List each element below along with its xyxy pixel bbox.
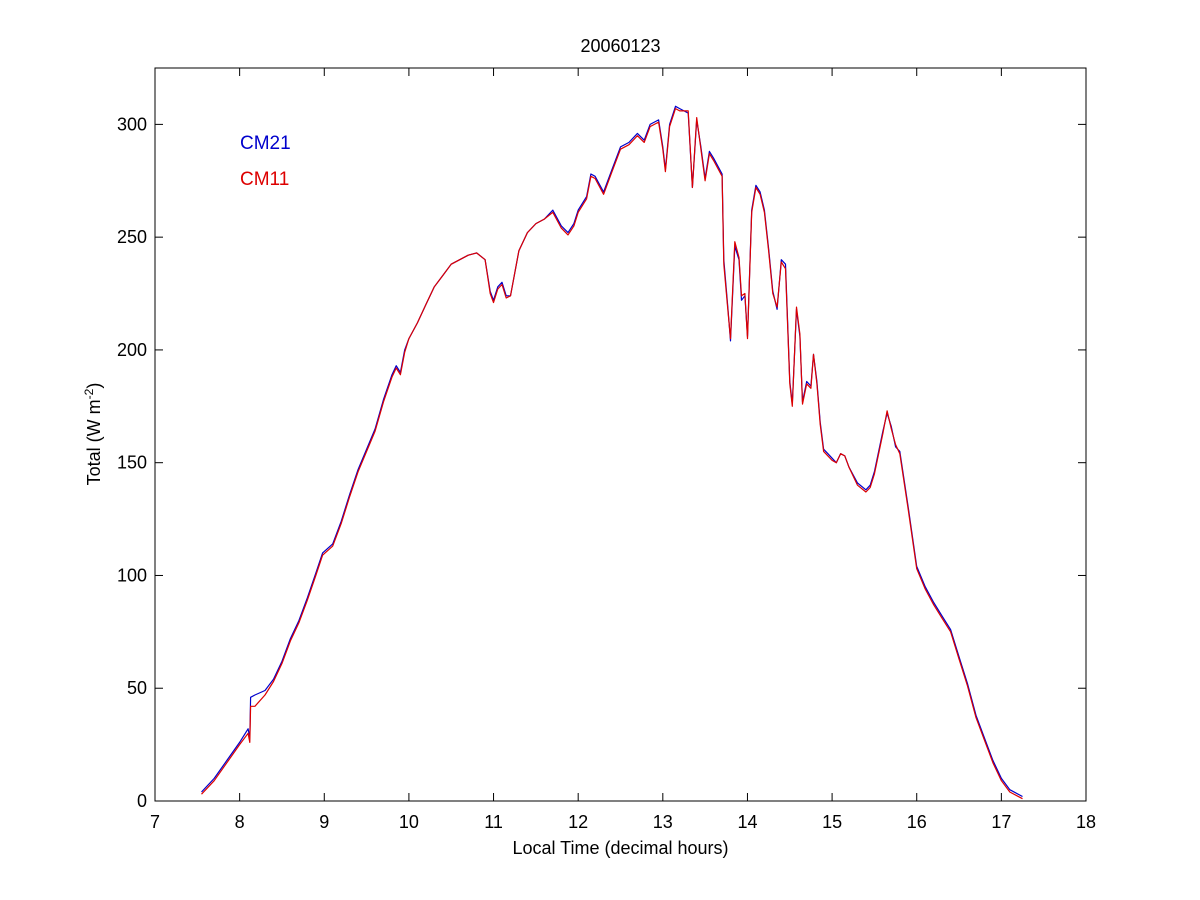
x-tick-label: 13 [653, 812, 673, 832]
y-tick-label: 250 [117, 227, 147, 247]
x-tick-label: 16 [907, 812, 927, 832]
x-tick-label: 17 [991, 812, 1011, 832]
y-tick-label: 200 [117, 340, 147, 360]
y-tick-label: 50 [127, 678, 147, 698]
x-axis-label: Local Time (decimal hours) [512, 838, 728, 858]
y-tick-label: 100 [117, 565, 147, 585]
y-axis-label: Total (W m-2) [82, 383, 104, 486]
y-axis-label-main: Total (W m [84, 399, 104, 485]
y-tick-label: 150 [117, 453, 147, 473]
x-tick-label: 18 [1076, 812, 1096, 832]
series-line-cm21 [201, 105, 1023, 798]
x-tick-label: 15 [822, 812, 842, 832]
x-tick-label: 10 [399, 812, 419, 832]
series-layer [201, 105, 1023, 800]
series-line-cm11 [201, 107, 1023, 800]
x-tick-label: 12 [568, 812, 588, 832]
x-tick-label: 14 [737, 812, 757, 832]
y-tick-label: 0 [137, 791, 147, 811]
legend-entry-cm11: CM11 [240, 169, 289, 190]
chart-title: 20060123 [580, 36, 660, 56]
x-tick-label: 11 [484, 812, 503, 832]
legend: CM21 CM11 [240, 133, 291, 190]
legend-entry-cm21: CM21 [240, 133, 291, 154]
plot-area [154, 67, 1087, 802]
x-tick-label: 9 [319, 812, 329, 832]
y-axis-label-close: ) [84, 383, 104, 389]
y-tick-label: 300 [117, 114, 147, 134]
x-tick-label: 8 [235, 812, 245, 832]
x-axis-ticks: 7 8 9 10 11 12 13 14 15 16 17 18 [150, 68, 1096, 832]
x-tick-label: 7 [150, 812, 160, 832]
y-axis-label-superscript: -2 [82, 388, 96, 399]
y-axis-ticks: 0 50 100 150 200 250 300 [117, 114, 1086, 811]
